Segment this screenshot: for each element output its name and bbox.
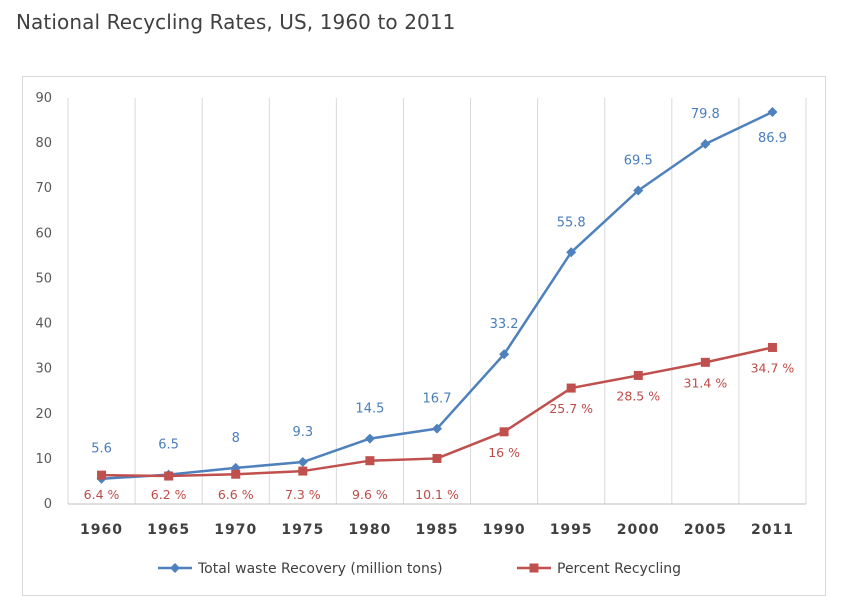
data-point-square bbox=[164, 471, 174, 481]
data-label-percent-recycling: 34.7 % bbox=[751, 360, 795, 375]
data-point-diamond bbox=[767, 106, 778, 117]
chart-title: National Recycling Rates, US, 1960 to 20… bbox=[16, 10, 456, 34]
y-tick-label: 20 bbox=[35, 407, 52, 422]
x-tick-label: 1995 bbox=[550, 522, 593, 538]
y-tick-label: 90 bbox=[35, 91, 52, 106]
y-tick-label: 50 bbox=[35, 271, 52, 286]
data-point-diamond bbox=[364, 433, 375, 444]
data-label-percent-recycling: 7.3 % bbox=[285, 487, 321, 502]
data-label-percent-recycling: 6.4 % bbox=[84, 487, 120, 502]
data-point-square bbox=[566, 383, 576, 393]
y-tick-label: 10 bbox=[35, 452, 52, 467]
data-label-total-waste: 5.6 bbox=[91, 442, 112, 457]
data-point-square bbox=[365, 456, 375, 466]
data-label-percent-recycling: 16 % bbox=[488, 445, 520, 460]
data-point-diamond bbox=[432, 423, 442, 434]
data-label-percent-recycling: 6.6 % bbox=[218, 487, 254, 502]
data-point-square bbox=[633, 370, 643, 380]
data-label-total-waste: 9.3 bbox=[292, 425, 313, 440]
y-tick-label: 0 bbox=[44, 497, 52, 512]
data-label-total-waste: 55.8 bbox=[557, 215, 586, 230]
y-tick-label: 30 bbox=[35, 362, 52, 377]
x-tick-label: 2000 bbox=[617, 522, 660, 538]
x-tick-label: 1990 bbox=[483, 522, 526, 538]
x-tick-label: 1975 bbox=[281, 522, 324, 538]
data-point-square bbox=[97, 470, 107, 480]
data-point-diamond bbox=[633, 185, 644, 196]
data-label-percent-recycling: 9.6 % bbox=[352, 487, 388, 502]
x-tick-label: 1980 bbox=[348, 522, 391, 538]
data-label-total-waste: 79.8 bbox=[691, 107, 720, 122]
data-label-percent-recycling: 28.5 % bbox=[616, 388, 660, 403]
data-label-total-waste: 14.5 bbox=[355, 402, 384, 417]
chart-frame bbox=[22, 76, 826, 596]
x-tick-label: 2005 bbox=[684, 522, 727, 538]
y-tick-label: 60 bbox=[35, 226, 52, 241]
data-point-square bbox=[499, 427, 509, 437]
x-tick-label: 2011 bbox=[751, 522, 794, 538]
data-point-diamond bbox=[700, 139, 711, 150]
data-point-square bbox=[700, 357, 710, 367]
legend-label-percent-recycling: Percent Recycling bbox=[557, 561, 681, 577]
data-point-square bbox=[767, 342, 777, 352]
data-label-total-waste: 86.9 bbox=[758, 131, 787, 146]
data-label-total-waste: 33.2 bbox=[490, 317, 519, 332]
y-tick-label: 70 bbox=[35, 181, 52, 196]
y-tick-label: 80 bbox=[35, 136, 52, 151]
data-label-total-waste: 6.5 bbox=[158, 438, 179, 453]
data-point-diamond bbox=[566, 247, 577, 258]
legend-marker-diamond bbox=[170, 563, 180, 573]
data-point-square bbox=[231, 469, 241, 479]
data-label-total-waste: 16.7 bbox=[423, 392, 452, 407]
data-label-percent-recycling: 25.7 % bbox=[549, 401, 593, 416]
legend-label-total-waste: Total waste Recovery (million tons) bbox=[197, 561, 443, 577]
x-tick-label: 1960 bbox=[80, 522, 123, 538]
data-point-diamond bbox=[297, 457, 308, 468]
data-label-percent-recycling: 10.1 % bbox=[415, 487, 459, 502]
legend-marker-square bbox=[529, 563, 539, 573]
data-point-diamond bbox=[499, 349, 510, 360]
data-label-total-waste: 69.5 bbox=[624, 153, 653, 168]
data-label-total-waste: 8 bbox=[232, 431, 240, 446]
y-tick-label: 40 bbox=[35, 317, 52, 332]
data-label-percent-recycling: 31.4 % bbox=[684, 375, 728, 390]
data-point-square bbox=[298, 466, 308, 476]
x-tick-label: 1965 bbox=[147, 522, 190, 538]
x-tick-label: 1985 bbox=[416, 522, 459, 538]
data-label-percent-recycling: 6.2 % bbox=[151, 487, 187, 502]
x-tick-label: 1970 bbox=[214, 522, 257, 538]
data-point-square bbox=[432, 453, 442, 463]
